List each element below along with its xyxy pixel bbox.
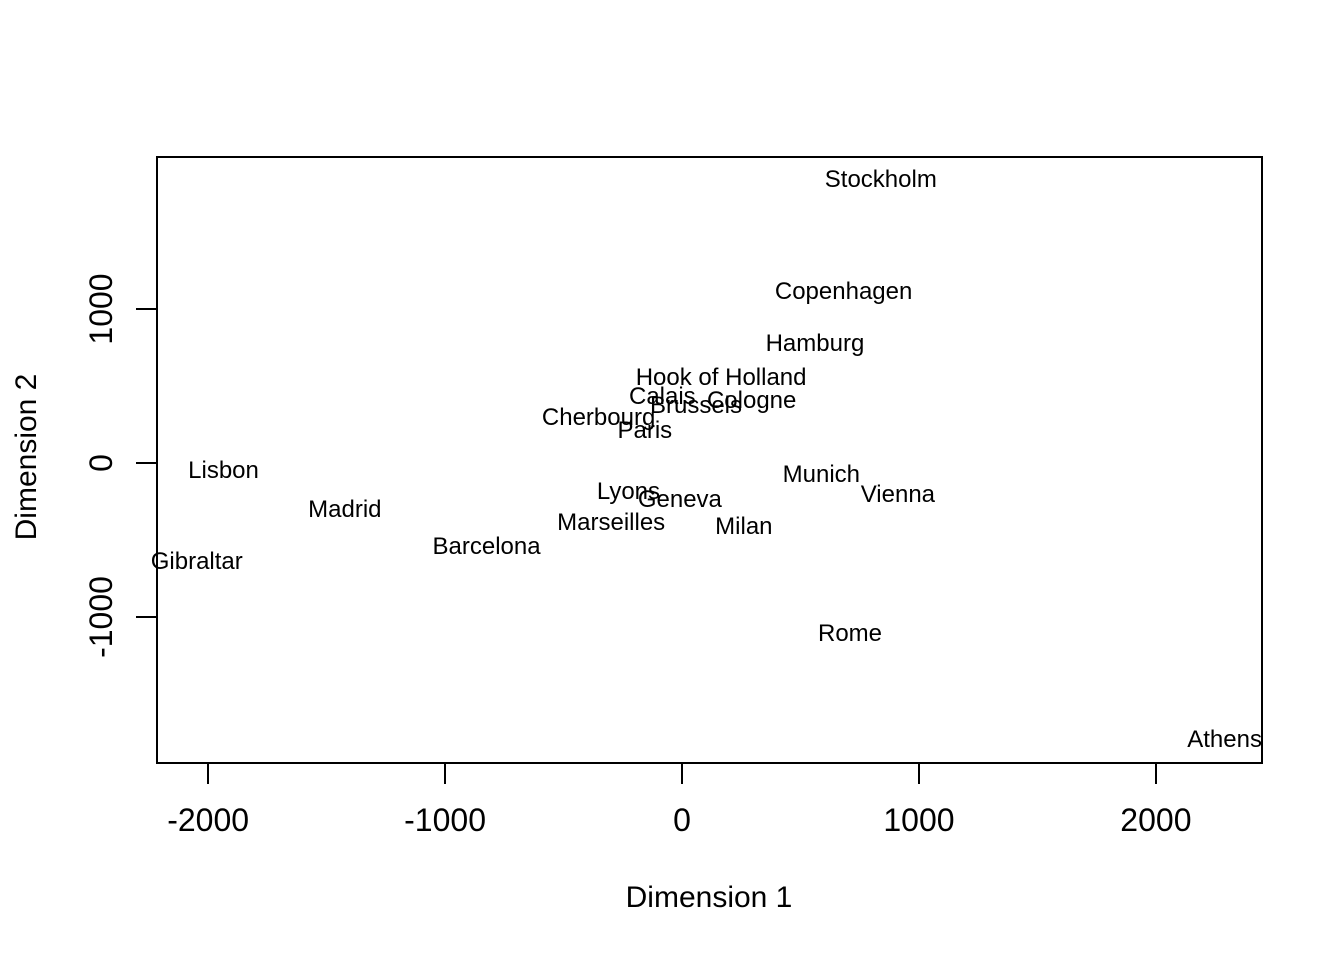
x-tick-mark — [681, 764, 683, 784]
city-label-marseilles: Marseilles — [557, 508, 666, 536]
x-tick-label: 1000 — [883, 802, 955, 838]
city-label-vienna: Vienna — [860, 480, 936, 508]
y-tick-label: -1000 — [83, 576, 119, 658]
x-tick-mark — [1154, 764, 1157, 784]
x-tick-label: 0 — [673, 802, 691, 838]
city-label-munich: Munich — [782, 461, 861, 489]
city-label-rome: Rome — [817, 619, 883, 647]
plot-area — [156, 156, 1263, 764]
city-label-milan: Milan — [715, 513, 773, 541]
city-label-copenhagen: Copenhagen — [774, 278, 913, 306]
y-tick-mark — [136, 462, 156, 464]
city-label-hook-of-holland: Hook of Holland — [635, 364, 807, 392]
x-tick-label: -2000 — [167, 802, 250, 838]
city-label-geneva: Geneva — [637, 485, 722, 513]
y-tick-label: 1000 — [83, 273, 119, 345]
y-tick-label: 0 — [83, 454, 119, 472]
city-label-lisbon: Lisbon — [188, 456, 259, 484]
city-label-brussels: Brussels — [649, 392, 742, 420]
x-tick-mark — [207, 764, 210, 784]
city-label-stockholm: Stockholm — [824, 166, 937, 194]
city-label-hamburg: Hamburg — [765, 329, 865, 357]
y-axis-title: Dimension 2 — [10, 373, 43, 541]
city-label-lyons: Lyons — [596, 477, 661, 505]
city-label-madrid: Madrid — [308, 496, 382, 524]
x-tick-label: -1000 — [404, 802, 486, 838]
y-tick-mark — [136, 615, 156, 618]
city-label-cologne: Cologne — [706, 386, 797, 414]
city-label-gibraltar: Gibraltar — [150, 547, 243, 575]
x-axis-title: Dimension 1 — [625, 881, 793, 914]
x-tick-mark — [917, 764, 920, 784]
city-label-athens: Athens — [1187, 725, 1262, 753]
x-tick-label: 2000 — [1120, 802, 1192, 838]
x-tick-mark — [444, 764, 447, 784]
city-label-barcelona: Barcelona — [432, 533, 541, 561]
city-label-paris: Paris — [617, 416, 673, 444]
city-label-cherbourg: Cherbourg — [541, 404, 656, 432]
city-label-calais: Calais — [628, 382, 696, 410]
y-tick-mark — [136, 308, 156, 311]
